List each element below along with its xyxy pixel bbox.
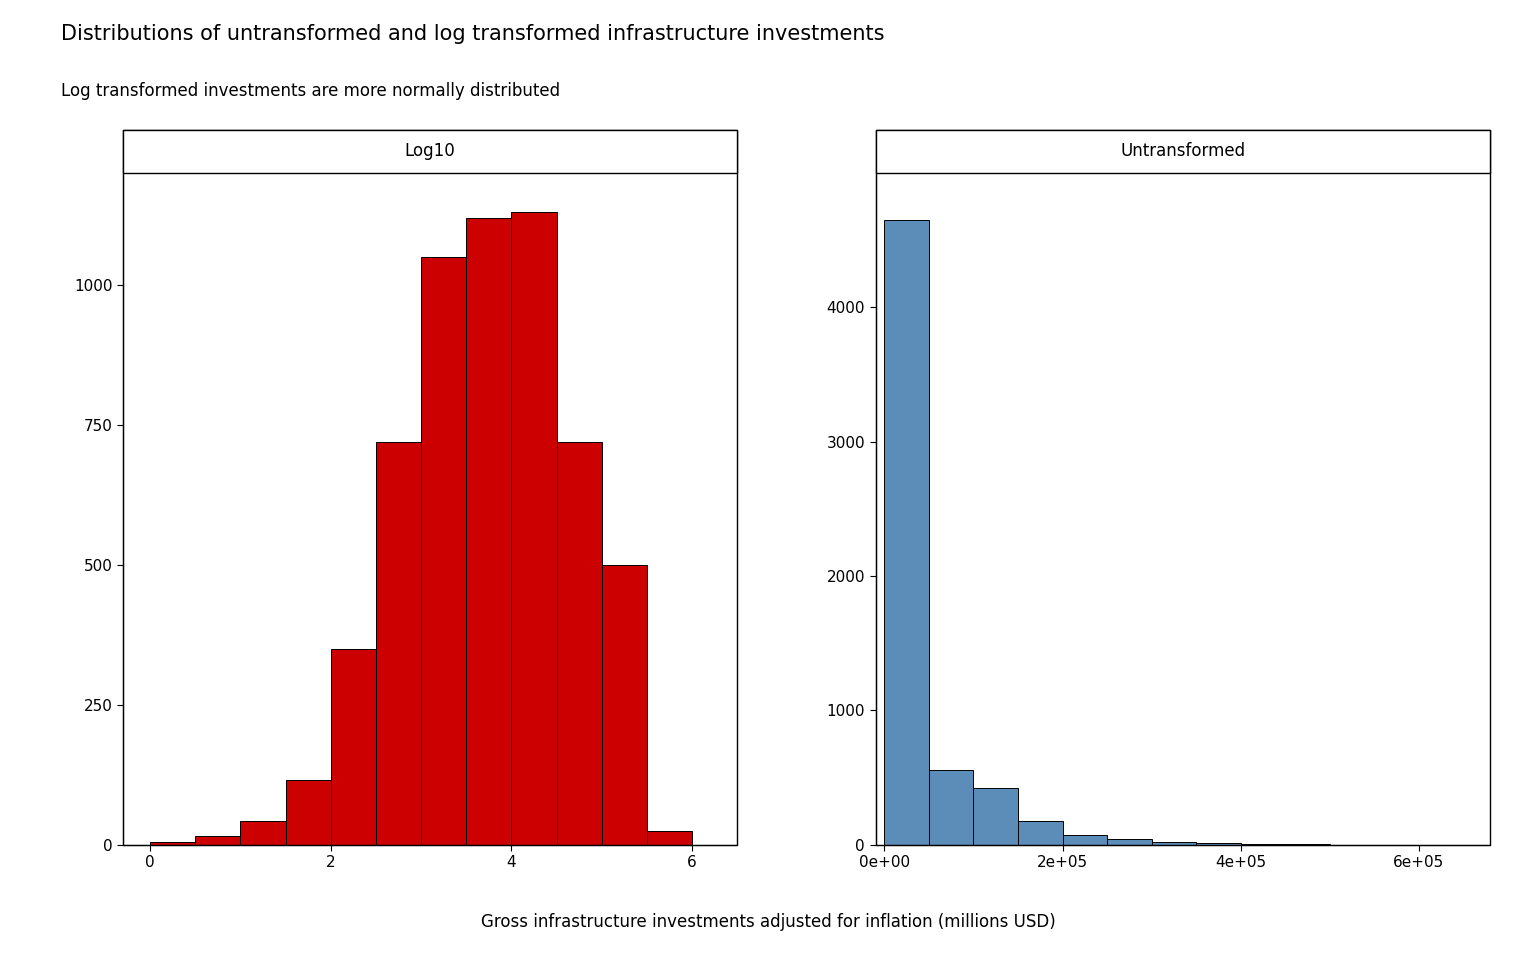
- Bar: [376, 442, 421, 845]
- Text: Log10: Log10: [404, 142, 456, 160]
- Bar: [151, 842, 195, 845]
- Text: Distributions of untransformed and log transformed infrastructure investments: Distributions of untransformed and log t…: [61, 24, 885, 44]
- Bar: [1018, 822, 1063, 845]
- Bar: [1152, 842, 1197, 845]
- Bar: [885, 220, 929, 845]
- Text: Untransformed: Untransformed: [1120, 142, 1246, 160]
- Bar: [195, 836, 240, 845]
- Text: Gross infrastructure investments adjusted for inflation (millions USD): Gross infrastructure investments adjuste…: [481, 913, 1055, 931]
- Bar: [974, 788, 1018, 845]
- Bar: [602, 564, 647, 845]
- Bar: [286, 780, 330, 845]
- Bar: [330, 649, 376, 845]
- Bar: [1063, 835, 1107, 845]
- Bar: [556, 442, 602, 845]
- Bar: [929, 770, 974, 845]
- Bar: [240, 822, 286, 845]
- Bar: [1197, 844, 1241, 845]
- Bar: [1107, 839, 1152, 845]
- Bar: [511, 212, 556, 845]
- Bar: [467, 218, 511, 845]
- Text: Log transformed investments are more normally distributed: Log transformed investments are more nor…: [61, 82, 561, 100]
- Bar: [647, 830, 693, 845]
- Bar: [421, 256, 467, 845]
